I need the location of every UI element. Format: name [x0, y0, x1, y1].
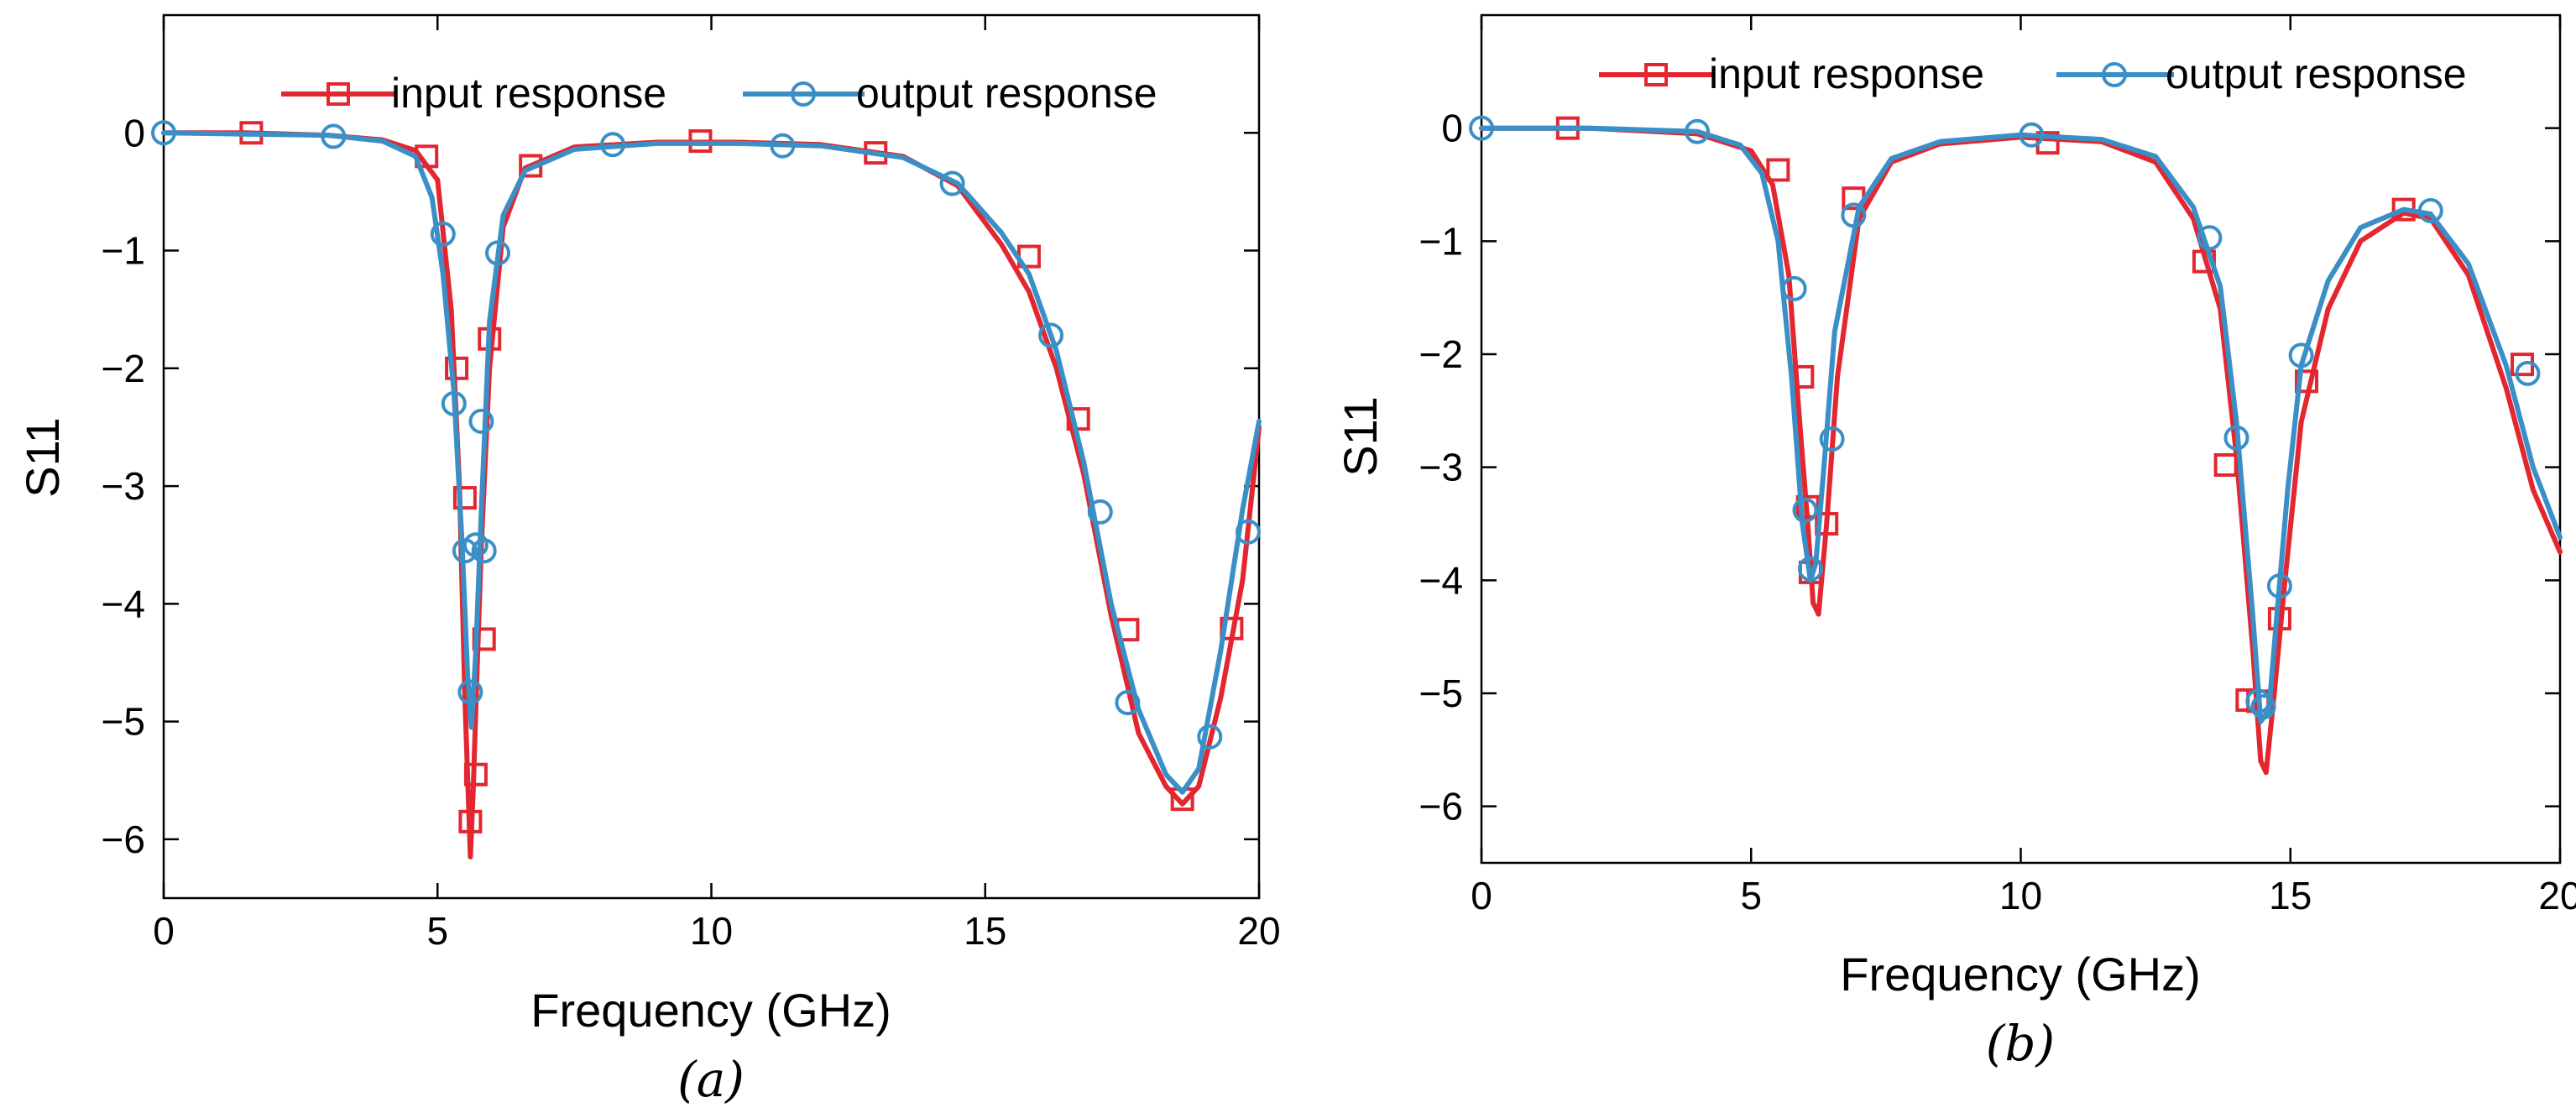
legend-output-label-a: output response	[856, 70, 1157, 117]
x-tick-labels-b: 0 5 10 15 20	[1471, 874, 2576, 917]
x-axis-title-b: Frequency (GHz)	[1840, 948, 2200, 1001]
data-point-input-a	[463, 762, 488, 786]
data-point-output-b	[1469, 115, 1494, 141]
data-point-output-a	[468, 408, 494, 434]
y-tick-label-a: −5	[102, 700, 145, 744]
y-tick-label-a: −6	[102, 818, 145, 861]
data-point-output-a	[441, 390, 467, 416]
chart-panel-b: 0 5 10 15 20 0 −1 −2 −3 −4 −5 −6 input response ou…	[1334, 13, 2576, 1072]
data-point-input-a	[1220, 616, 1244, 640]
data-point-input-b	[1815, 512, 1839, 536]
data-point-output-b	[2515, 360, 2541, 386]
ticks-b	[1480, 15, 2562, 863]
series-line-output-b	[1479, 125, 2563, 724]
x-tick-label-a: 10	[690, 909, 733, 953]
data-point-output-a	[457, 679, 483, 705]
data-point-input-b	[2213, 452, 2238, 477]
data-point-output-a	[321, 123, 347, 149]
series-line-input-b	[1479, 125, 2563, 776]
x-tick-label-a: 5	[426, 909, 448, 953]
x-tick-label-a: 20	[1237, 909, 1280, 953]
x-tick-label-b: 5	[1740, 874, 1762, 917]
y-tick-labels-a: 0 −1 −2 −3 −4 −5 −6	[102, 111, 145, 861]
data-point-output-b	[2288, 342, 2314, 368]
data-point-output-b	[1841, 202, 1867, 228]
data-point-input-a	[445, 356, 469, 380]
data-point-input-a	[1066, 407, 1090, 431]
y-tick-label-a: −2	[102, 347, 145, 390]
series-b	[1469, 115, 2563, 776]
x-axis-title-a: Frequency (GHz)	[530, 984, 891, 1037]
y-tick-label-b: 0	[1441, 107, 1463, 150]
legend-input-marker-a	[327, 82, 350, 106]
y-tick-label-b: −4	[1419, 558, 1463, 602]
data-point-output-a	[770, 133, 796, 159]
data-point-output-b	[1792, 497, 1818, 523]
data-point-output-b	[2250, 694, 2276, 720]
data-point-output-a	[939, 170, 965, 196]
data-point-input-b	[2295, 369, 2319, 394]
data-point-output-b	[2245, 688, 2271, 714]
series-a	[151, 120, 1262, 860]
y-axis-title-a: S11	[16, 417, 69, 497]
caption-a: (a)	[677, 1051, 745, 1108]
y-tick-label-a: −1	[102, 229, 145, 273]
data-point-output-b	[1685, 118, 1710, 144]
legend-input-label-b: input response	[1709, 50, 1984, 97]
data-point-output-a	[1197, 724, 1223, 750]
data-point-output-a	[471, 538, 497, 564]
legend-a: input response output response	[281, 70, 1157, 117]
y-tick-label-a: −3	[102, 464, 145, 508]
data-point-output-a	[1038, 322, 1064, 348]
data-point-output-b	[2417, 197, 2443, 223]
data-point-input-b	[1795, 494, 1820, 519]
legend-output-marker-b	[2102, 62, 2127, 87]
plot-frame-b	[1480, 13, 2562, 865]
plot-frame-a	[162, 13, 1261, 900]
data-point-output-b	[2019, 122, 2045, 148]
legend-input-marker-b	[1644, 63, 1668, 86]
legend-b: input response output response	[1599, 50, 2467, 97]
data-point-output-a	[151, 120, 176, 146]
y-tick-label-a: 0	[123, 111, 145, 154]
data-point-output-b	[1797, 556, 1823, 582]
data-point-input-a	[452, 486, 477, 510]
y-tick-label-a: −4	[102, 582, 145, 625]
data-point-output-b	[1781, 275, 1807, 301]
data-point-output-a	[430, 221, 456, 247]
y-tick-labels-b: 0 −1 −2 −3 −4 −5 −6	[1419, 107, 1463, 828]
x-tick-label-b: 0	[1471, 874, 1492, 917]
y-tick-label-b: −3	[1419, 446, 1463, 489]
legend-output-label-b: output response	[2166, 50, 2467, 97]
data-point-output-a	[600, 132, 626, 158]
caption-b: (b)	[1986, 1015, 2055, 1072]
x-tick-label-b: 15	[2269, 874, 2312, 917]
x-tick-label-a: 0	[153, 909, 175, 953]
x-tick-label-b: 10	[1999, 874, 2042, 917]
data-point-input-b	[1766, 158, 1790, 182]
x-tick-labels-a: 0 5 10 15 20	[153, 909, 1280, 953]
data-point-output-a	[1115, 690, 1141, 716]
data-point-output-a	[485, 240, 511, 266]
data-point-output-b	[2197, 225, 2223, 251]
y-tick-label-b: −2	[1419, 332, 1463, 376]
data-point-output-b	[2223, 425, 2249, 451]
y-tick-label-b: −1	[1419, 219, 1463, 263]
x-tick-label-b: 20	[2538, 874, 2576, 917]
x-tick-label-a: 15	[964, 909, 1006, 953]
data-point-input-a	[458, 809, 483, 833]
data-point-output-b	[2266, 573, 2292, 599]
y-axis-title-b: S11	[1334, 396, 1387, 476]
data-point-output-a	[1087, 499, 1113, 525]
y-tick-label-b: −6	[1419, 785, 1463, 828]
y-tick-label-b: −5	[1419, 671, 1463, 715]
data-point-output-b	[1819, 426, 1845, 452]
series-line-output-a	[161, 130, 1262, 795]
data-point-output-a	[1235, 519, 1261, 545]
chart-panel-a: 0 5 10 15 20 0 −1 −2 −3 −4 −5 −6 input response ou…	[16, 13, 1281, 1108]
legend-output-marker-a	[791, 81, 816, 107]
legend-input-label-a: input response	[391, 70, 666, 117]
